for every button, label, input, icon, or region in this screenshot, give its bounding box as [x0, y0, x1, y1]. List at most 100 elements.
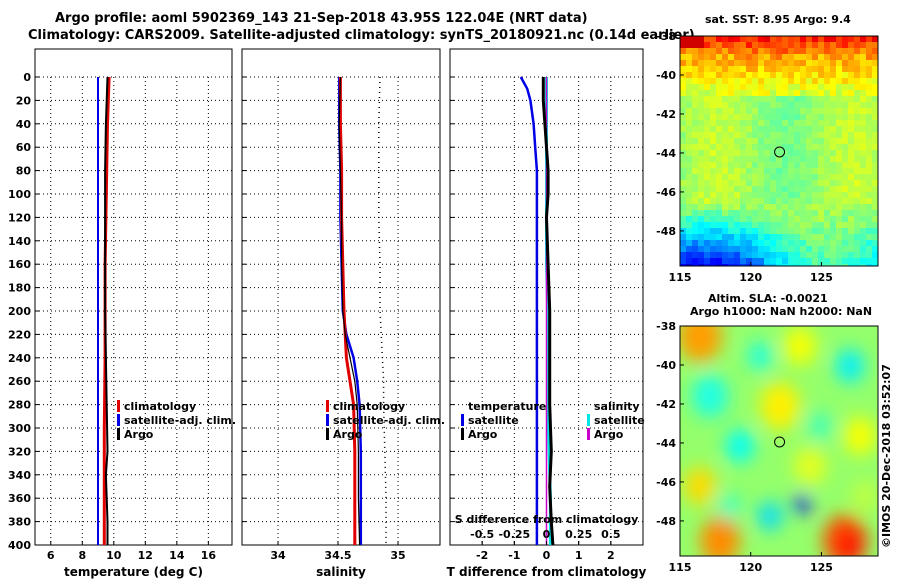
sst-cell — [860, 216, 866, 222]
sst-cell — [716, 234, 722, 240]
sst-cell — [812, 246, 818, 252]
sst-cell — [764, 108, 770, 114]
sst-cell — [728, 246, 734, 252]
sst-cell — [854, 114, 860, 120]
sst-cell — [698, 66, 704, 72]
sst-cell — [746, 174, 752, 180]
sst-cell — [764, 144, 770, 150]
sst-cell — [800, 198, 806, 204]
sst-cell — [848, 84, 854, 90]
sst-cell — [710, 132, 716, 138]
sst-cell — [746, 48, 752, 54]
sst-map: -38 -40 -42 -44 -46 -48 115 120 125 — [656, 30, 879, 284]
sst-cell — [710, 54, 716, 60]
sst-cell — [836, 162, 842, 168]
sst-cell — [710, 264, 716, 266]
sst-cell — [740, 198, 746, 204]
sst-cell — [848, 36, 854, 42]
sst-cell — [782, 78, 788, 84]
sst-cell — [836, 144, 842, 150]
sst-cell — [680, 66, 686, 72]
sst-cell — [860, 222, 866, 228]
sst-cell — [710, 198, 716, 204]
sst-cell — [698, 108, 704, 114]
sst-cell — [824, 36, 830, 42]
sst-cell — [704, 66, 710, 72]
sst-cell — [794, 252, 800, 258]
sst-cell — [842, 42, 848, 48]
sst-cell — [842, 60, 848, 66]
x-axis-label: salinity — [316, 565, 366, 579]
sst-cell — [830, 168, 836, 174]
sst-cell — [824, 192, 830, 198]
sst-cell — [758, 216, 764, 222]
sst-cell — [686, 156, 692, 162]
sst-cell — [842, 228, 848, 234]
sst-cell — [788, 246, 794, 252]
sst-cell — [764, 96, 770, 102]
sst-cell — [758, 264, 764, 266]
sst-cell — [728, 144, 734, 150]
sst-cell — [704, 102, 710, 108]
depth-tick-label: 320 — [8, 445, 31, 458]
sst-cell — [872, 234, 878, 240]
sst-cell — [704, 264, 710, 266]
sst-cell — [860, 258, 866, 264]
sst-cell — [764, 102, 770, 108]
sst-cell — [746, 42, 752, 48]
sst-cell — [752, 132, 758, 138]
sst-cell — [854, 138, 860, 144]
sst-cell — [866, 264, 872, 266]
sst-cell — [704, 216, 710, 222]
sst-cell — [698, 168, 704, 174]
sst-cell — [818, 252, 824, 258]
sst-cell — [818, 42, 824, 48]
sst-cell — [776, 192, 782, 198]
sst-cell — [800, 36, 806, 42]
sst-cell — [794, 210, 800, 216]
sst-cell — [854, 264, 860, 266]
sst-cell — [842, 156, 848, 162]
sst-cell — [854, 144, 860, 150]
sst-cell — [830, 264, 836, 266]
sst-cell — [818, 84, 824, 90]
sst-cell — [764, 126, 770, 132]
profile-panel-temperature: 0 20 40 60 80 100 120 140 160 180 200 220 240 260 280 3… — [8, 48, 236, 579]
sst-cell — [686, 246, 692, 252]
sst-cell — [788, 168, 794, 174]
sst-cell — [848, 216, 854, 222]
sst-cell — [752, 150, 758, 156]
sst-cell — [794, 144, 800, 150]
sst-cell — [782, 240, 788, 246]
sst-cell — [716, 180, 722, 186]
sst-cell — [734, 228, 740, 234]
sst-cell — [848, 96, 854, 102]
sst-cell — [872, 126, 878, 132]
sst-cell — [860, 168, 866, 174]
sst-cell — [872, 114, 878, 120]
sst-cell — [776, 234, 782, 240]
sst-cell — [734, 72, 740, 78]
sst-cell — [872, 222, 878, 228]
sst-cell — [854, 204, 860, 210]
sst-cell — [776, 36, 782, 42]
sst-cell — [704, 162, 710, 168]
sst-cell — [746, 126, 752, 132]
sst-cell — [818, 96, 824, 102]
sst-cell — [680, 210, 686, 216]
sst-cell — [776, 240, 782, 246]
sst-cell — [680, 186, 686, 192]
sst-cell — [698, 162, 704, 168]
lat-tick-label: -44 — [656, 147, 676, 160]
sla-blob — [836, 349, 864, 383]
sst-cell — [848, 126, 854, 132]
sst-cell — [860, 48, 866, 54]
sst-cell — [794, 42, 800, 48]
sst-cell — [680, 240, 686, 246]
sst-cell — [704, 246, 710, 252]
sst-cell — [812, 216, 818, 222]
sst-cell — [740, 54, 746, 60]
sla-blob — [794, 494, 810, 514]
sst-cell — [866, 72, 872, 78]
sst-cell — [788, 186, 794, 192]
